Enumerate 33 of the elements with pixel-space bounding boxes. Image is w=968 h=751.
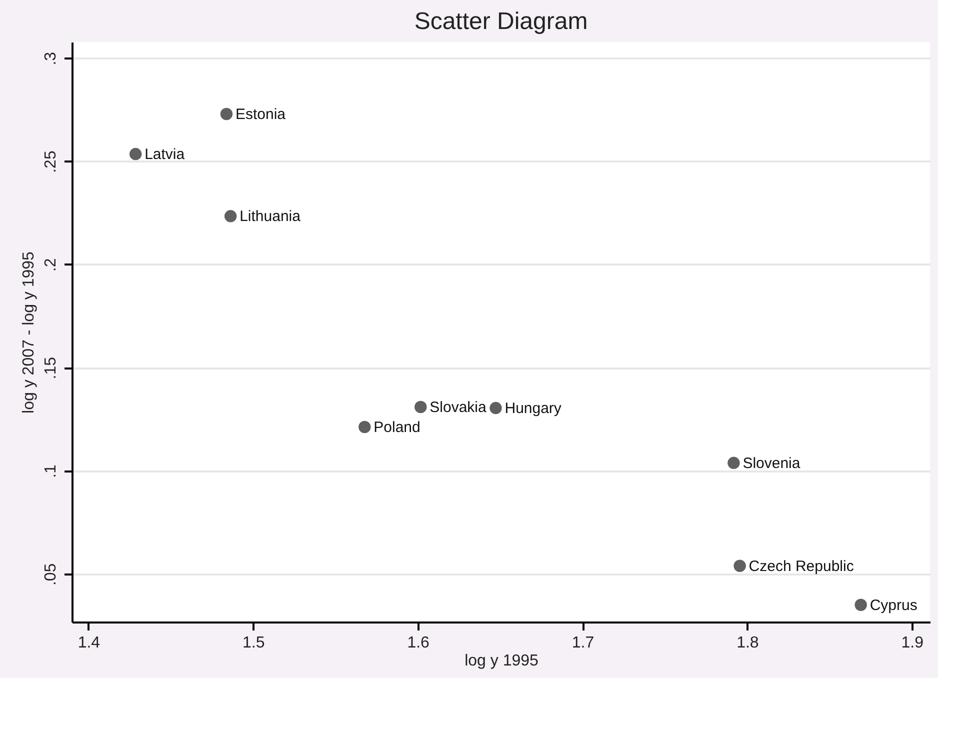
y-tick-label: .15 <box>42 356 60 380</box>
annotation: Estonia <box>235 106 286 124</box>
x-tick-label: 1.8 <box>736 634 759 652</box>
y-tick-label: .2 <box>42 258 60 272</box>
annotation: Slovakia <box>430 399 487 416</box>
point <box>728 456 740 470</box>
x-tick-label: 1.9 <box>901 634 924 652</box>
x-tick-label: 1.6 <box>407 634 430 652</box>
y-tick-label: .05 <box>42 563 60 586</box>
x-tick-label: 1.4 <box>78 634 100 652</box>
annotation: Cyprus <box>870 596 918 614</box>
x-tick-label: 1.5 <box>242 634 265 652</box>
annotation: Slovenia <box>742 454 801 472</box>
point <box>129 148 142 160</box>
point <box>358 420 371 434</box>
point <box>490 402 502 414</box>
x-tick-label: 1.7 <box>572 634 594 652</box>
annotation: Poland <box>374 419 420 436</box>
annotation: Czech Republic <box>748 558 854 575</box>
annotation: Lithuania <box>240 208 302 226</box>
point <box>220 108 233 120</box>
x-axis-title: log y 1995 <box>464 652 539 670</box>
point <box>854 598 867 611</box>
y-tick-label: .25 <box>42 150 60 173</box>
y-tick-label: .1 <box>42 464 60 478</box>
point <box>414 400 427 414</box>
y-tick-label: .3 <box>42 52 60 66</box>
point <box>224 210 237 222</box>
annotation: Latvia <box>144 146 186 164</box>
chart-title: Scatter Diagram <box>414 8 588 35</box>
y-axis-title: log y 2007 - log y 1995 <box>20 251 38 414</box>
annotation: Hungary <box>504 400 562 418</box>
point <box>734 560 746 572</box>
